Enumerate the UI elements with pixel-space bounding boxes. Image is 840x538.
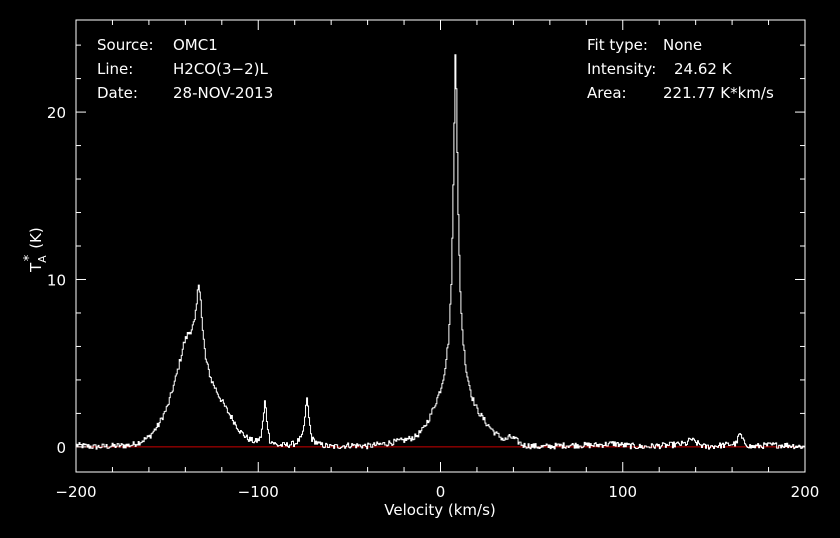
x-tick-label: 0 [436, 483, 446, 501]
y-axis-label-unit: (K) [27, 227, 45, 249]
info-date-key: Date: [97, 84, 138, 102]
x-tick-label: −100 [238, 483, 279, 501]
x-tick-label: 100 [608, 483, 637, 501]
y-axis-label-main: T [27, 262, 45, 273]
svg-text:TA*(K): TA* (K) [22, 227, 49, 273]
x-tick-label: 200 [791, 483, 820, 501]
info-line-value: H2CO(3−2)L [173, 60, 268, 78]
info-source-value: OMC1 [173, 36, 218, 54]
info-area-value: 221.77 K*km/s [663, 84, 774, 102]
info-area-key: Area: [587, 84, 627, 102]
y-tick-label: 10 [47, 271, 66, 289]
y-tick-label: 20 [47, 104, 66, 122]
y-tick-label: 0 [56, 439, 66, 457]
info-fit-type-key: Fit type: [587, 36, 648, 54]
x-axis-label: Velocity (km/s) [384, 501, 495, 519]
info-intensity-key: Intensity: [587, 60, 656, 78]
info-line-key: Line: [97, 60, 133, 78]
info-source-key: Source: [97, 36, 154, 54]
y-axis-label: TA* (K) [22, 227, 49, 273]
y-axis-label-sub: A [36, 255, 49, 263]
info-date-value: 28-NOV-2013 [173, 84, 273, 102]
info-intensity-value: 24.62 K [674, 60, 733, 78]
spectrum-line [76, 54, 806, 450]
x-tick-label: −200 [55, 483, 96, 501]
info-fit-type-value: None [663, 36, 702, 54]
y-axis-label-sup: * [22, 254, 37, 261]
